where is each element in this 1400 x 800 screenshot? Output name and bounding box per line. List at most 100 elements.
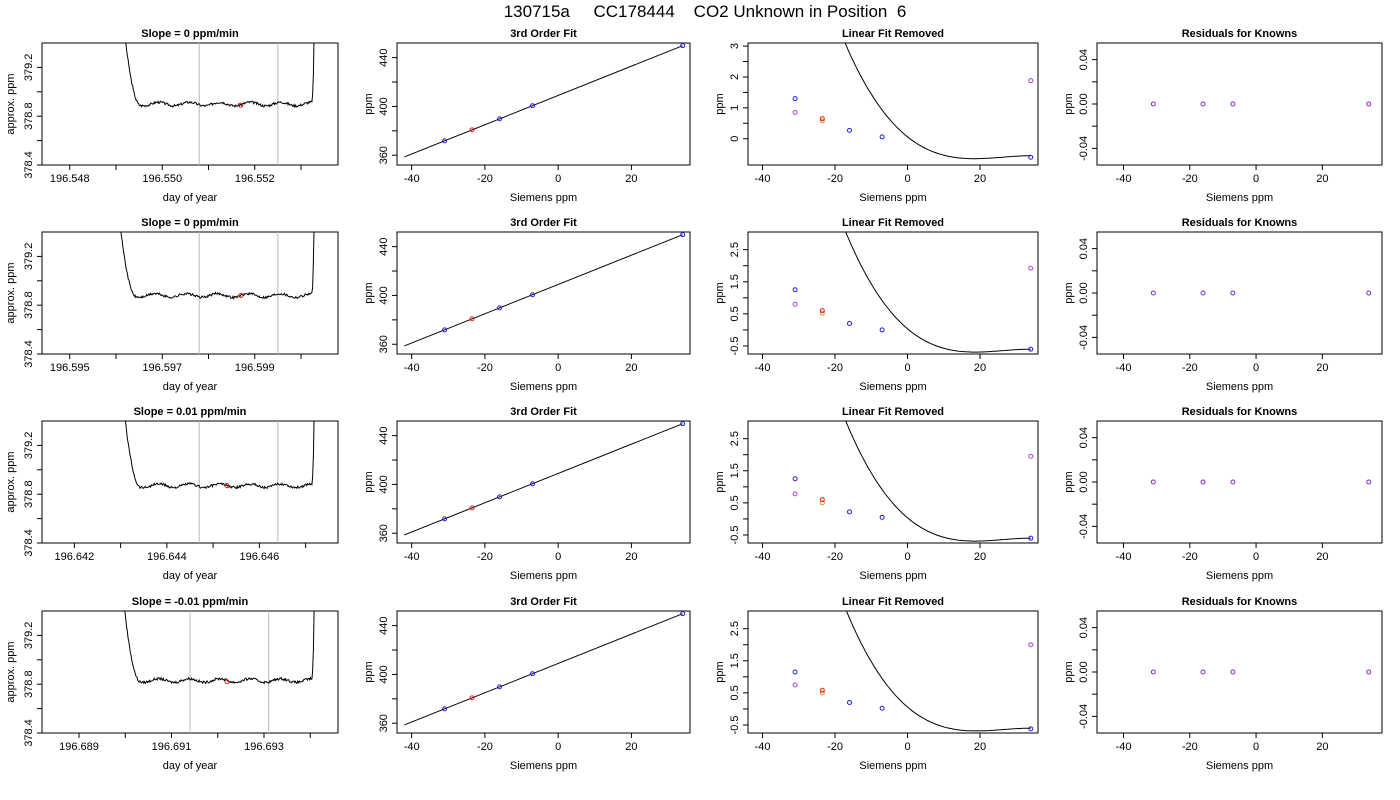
x-tick-label: -20 (827, 362, 843, 374)
x-tick-label: -40 (404, 551, 420, 563)
known-point (497, 305, 503, 311)
y-tick-label: 0.04 (1078, 49, 1090, 70)
y-tick-label: 2 (729, 74, 741, 80)
residual-point (1230, 669, 1236, 675)
unknown-point (819, 116, 825, 122)
panel-title: Linear Fit Removed (842, 28, 944, 40)
y-tick-label: 360 (378, 335, 390, 353)
fit-line (404, 613, 683, 726)
y-tick-label: 1.5 (729, 463, 741, 478)
known-point (497, 684, 503, 690)
known-point (530, 671, 536, 677)
y-tick-label: 0.04 (1078, 238, 1090, 259)
panel-2-3: Residuals for Knowns -40 -20 0 20 -0.04 0.00 0.… (1063, 406, 1383, 582)
y-axis-label: approx. ppm (5, 73, 17, 134)
y-tick-label: 400 (378, 97, 390, 115)
x-tick-label: 196.599 (235, 362, 275, 374)
y-tick-label: 379.2 (23, 622, 35, 650)
known-point (442, 706, 448, 712)
x-tick-label: 20 (974, 741, 986, 753)
x-tick-label: 196.548 (50, 173, 90, 185)
known-point (680, 421, 686, 427)
x-tick-label: -40 (1116, 741, 1132, 753)
panel-1-0: Slope = 0 ppm/min 196.595 196.597 196.599 37… (5, 217, 339, 393)
x-tick-label: 196.595 (50, 362, 90, 374)
plot-area (1150, 290, 1372, 296)
y-axis-label: ppm (363, 93, 375, 114)
panel-1-1: 3rd Order Fit -40 -20 0 20 360 400 440 Siemens p… (363, 217, 691, 393)
plot-frame (747, 610, 1039, 734)
x-tick-label: 20 (1316, 362, 1328, 374)
y-tick-label: 0.04 (1078, 427, 1090, 448)
x-tick-label: -40 (755, 362, 771, 374)
panel-title: Slope = -0.01 ppm/min (132, 596, 249, 608)
x-tick-label: 196.691 (152, 741, 192, 753)
x-axis-label: Siemens ppm (510, 760, 577, 772)
y-axis-label: ppm (714, 282, 726, 303)
x-tick-label: -20 (827, 551, 843, 563)
y-tick-label: -0.5 (729, 336, 741, 355)
x-tick-label: 0 (1253, 741, 1259, 753)
fit-line (404, 45, 683, 158)
residual-point (1200, 290, 1206, 296)
plot-area (404, 232, 686, 347)
x-tick-label: 196.689 (59, 741, 99, 753)
plot-area (792, 232, 1034, 353)
panel-grid: Slope = 0 ppm/min 196.548 196.550 196.552 37… (5, 28, 1383, 772)
cubic-residual-curve (845, 611, 1031, 732)
y-tick-label: 440 (378, 237, 390, 255)
plot-frame (41, 420, 339, 544)
panel-title: Linear Fit Removed (842, 406, 944, 418)
x-tick-label: -20 (477, 741, 493, 753)
panel-title: Residuals for Knowns (1182, 217, 1298, 229)
x-tick-label: -40 (755, 173, 771, 185)
panel-title: 3rd Order Fit (510, 596, 577, 608)
panel-3-3: Residuals for Knowns -40 -20 0 20 -0.04 0.00 0.… (1063, 596, 1383, 772)
x-tick-label: -40 (404, 741, 420, 753)
known-point (530, 103, 536, 109)
x-tick-label: -20 (1182, 173, 1198, 185)
orange-point (819, 118, 825, 124)
x-tick-label: 0 (904, 551, 910, 563)
panel-title: Residuals for Knowns (1182, 596, 1298, 608)
y-axis-label: ppm (1063, 661, 1075, 682)
y-tick-label: 360 (378, 714, 390, 732)
x-axis-label: day of year (163, 192, 218, 204)
y-axis-label: ppm (714, 471, 726, 492)
concentration-trace (124, 421, 315, 490)
known-point (680, 611, 686, 617)
x-tick-label: -20 (477, 362, 493, 374)
x-tick-label: 0 (555, 741, 561, 753)
plot-area (792, 611, 1034, 732)
y-axis-label: approx. ppm (5, 641, 17, 702)
x-axis-label: day of year (163, 381, 218, 393)
x-tick-label: 0 (904, 741, 910, 753)
x-axis-label: Siemens ppm (510, 570, 577, 582)
known-point (847, 127, 852, 133)
known-point (497, 116, 503, 122)
plot-area (404, 43, 686, 158)
y-tick-label: 378.4 (23, 340, 35, 368)
residual-point (1366, 290, 1372, 296)
plot-frame (396, 610, 691, 734)
plot-frame (396, 231, 691, 355)
known-point (530, 292, 536, 298)
known-point (1028, 726, 1034, 732)
residual-point (1150, 290, 1156, 296)
unknown-point (469, 505, 475, 511)
known-point (497, 494, 503, 500)
y-tick-label: 1.5 (729, 653, 741, 668)
cubic-residual-curve (845, 232, 1031, 353)
y-tick-label: 400 (378, 665, 390, 683)
panel-3-1: 3rd Order Fit -40 -20 0 20 360 400 440 Siemens p… (363, 596, 691, 772)
unknown-mean-marker (224, 483, 230, 489)
y-tick-label: 0.04 (1078, 617, 1090, 638)
raw-point (792, 301, 798, 307)
panel-1-2: Linear Fit Removed -40 -20 0 20 -0.5 0.5 1.5 2.5… (714, 217, 1039, 393)
y-tick-label: 0 (729, 136, 741, 142)
plot-frame (747, 231, 1039, 355)
x-tick-label: 0 (904, 173, 910, 185)
y-tick-label: -0.04 (1078, 325, 1090, 350)
known-point (879, 134, 885, 140)
panel-3-0: Slope = -0.01 ppm/min 196.689 196.691 196.6… (5, 596, 339, 772)
